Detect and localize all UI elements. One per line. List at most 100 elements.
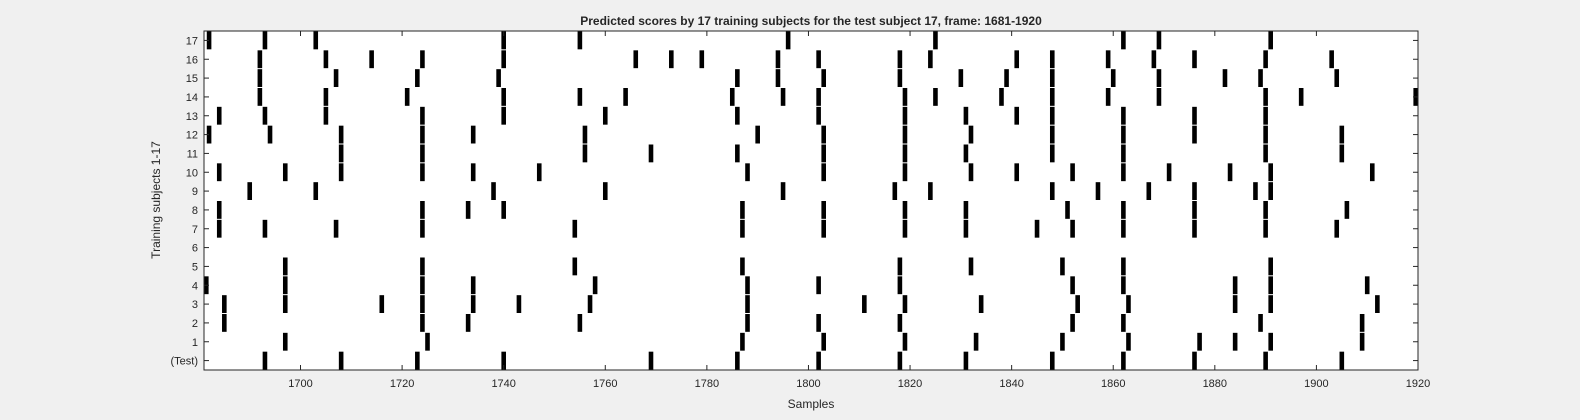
- raster-mark: [1049, 50, 1055, 69]
- y-tick-label: 2: [192, 318, 198, 330]
- raster-mark: [1192, 182, 1197, 200]
- raster-mark: [1222, 69, 1228, 87]
- raster-mark: [902, 332, 908, 351]
- raster-mark: [536, 163, 542, 182]
- raster-mark: [1258, 314, 1263, 332]
- raster-mark: [216, 106, 222, 125]
- raster-mark: [780, 88, 786, 106]
- raster-mark: [1049, 351, 1055, 370]
- raster-mark: [572, 219, 578, 238]
- raster-mark: [633, 50, 639, 69]
- raster-mark: [465, 314, 471, 332]
- raster-mark: [1227, 163, 1233, 182]
- raster-mark: [420, 201, 425, 219]
- x-tick-label: 1920: [1406, 378, 1430, 390]
- raster-mark: [333, 219, 339, 238]
- raster-mark: [582, 125, 588, 144]
- raster-mark: [313, 31, 319, 50]
- raster-mark: [1268, 295, 1273, 313]
- raster-mark: [1232, 332, 1238, 351]
- raster-mark: [257, 50, 263, 69]
- y-tick-label: 5: [192, 261, 198, 273]
- raster-mark: [902, 125, 908, 144]
- raster-mark: [1121, 106, 1126, 125]
- raster-mark: [1263, 201, 1268, 219]
- raster-mark: [1268, 332, 1273, 351]
- raster-mark: [338, 144, 344, 163]
- raster-mark: [669, 50, 674, 69]
- raster-mark: [323, 50, 329, 69]
- raster-mark: [897, 351, 903, 370]
- raster-mark: [1070, 314, 1075, 332]
- raster-mark: [902, 163, 908, 182]
- raster-mark: [1263, 144, 1268, 163]
- raster-mark: [470, 295, 476, 313]
- raster-mark: [821, 144, 826, 163]
- raster-mark: [333, 69, 339, 87]
- raster-mark: [1258, 69, 1263, 87]
- raster-mark: [572, 257, 578, 276]
- raster-mark: [262, 106, 268, 125]
- raster-mark: [1192, 351, 1197, 370]
- raster-marks: [204, 31, 1418, 370]
- raster-mark: [577, 88, 583, 106]
- y-tick-label: 4: [192, 280, 198, 292]
- raster-mark: [968, 257, 974, 276]
- raster-mark: [775, 69, 781, 87]
- raster-mark: [897, 69, 903, 87]
- y-tick-label: 1: [192, 337, 198, 349]
- raster-mark: [1359, 332, 1365, 351]
- raster-mark: [282, 276, 288, 295]
- raster-mark: [222, 295, 227, 313]
- raster-mark: [897, 314, 903, 332]
- raster-mark: [1049, 125, 1055, 144]
- raster-mark: [1121, 201, 1126, 219]
- raster-mark: [816, 88, 821, 106]
- raster-mark: [816, 314, 821, 332]
- x-tick-label: 1820: [898, 378, 922, 390]
- plot-area-background: [204, 31, 1418, 370]
- raster-mark: [1192, 50, 1197, 69]
- raster-mark: [821, 125, 826, 144]
- raster-mark: [740, 219, 745, 238]
- raster-mark: [1070, 276, 1075, 295]
- raster-mark: [1344, 201, 1350, 219]
- raster-mark: [420, 163, 425, 182]
- raster-mark: [1156, 88, 1162, 106]
- raster-mark: [1263, 351, 1268, 370]
- raster-mark: [816, 351, 821, 370]
- raster-mark: [323, 106, 329, 125]
- raster-mark: [1075, 295, 1080, 313]
- y-axis-label: Training subjects 1-17: [149, 141, 163, 259]
- x-tick-label: 1800: [796, 378, 820, 390]
- raster-mark: [1197, 332, 1202, 351]
- raster-mark: [257, 69, 263, 87]
- raster-mark: [963, 144, 969, 163]
- raster-mark: [821, 69, 826, 87]
- raster-mark: [1298, 88, 1304, 106]
- raster-mark: [216, 219, 222, 238]
- raster-mark: [516, 295, 522, 313]
- raster-mark: [257, 88, 263, 106]
- raster-mark: [1095, 182, 1101, 200]
- raster-mark: [1263, 219, 1268, 238]
- raster-mark: [902, 106, 908, 125]
- raster-mark: [1369, 163, 1375, 182]
- raster-mark: [1060, 332, 1065, 351]
- raster-mark: [1232, 276, 1238, 295]
- raster-mark: [928, 182, 933, 200]
- raster-mark: [1375, 295, 1380, 313]
- raster-mark: [1049, 69, 1055, 87]
- raster-mark: [1049, 144, 1055, 163]
- raster-mark: [1268, 31, 1273, 50]
- raster-mark: [897, 276, 903, 295]
- raster-mark: [1049, 88, 1055, 106]
- raster-mark: [892, 182, 898, 200]
- raster-mark: [1156, 69, 1162, 87]
- raster-mark: [247, 182, 253, 200]
- raster-mark: [1121, 276, 1126, 295]
- raster-mark: [470, 163, 476, 182]
- raster-mark: [501, 88, 506, 106]
- y-tick-label: (Test): [171, 356, 199, 368]
- raster-mark: [968, 125, 974, 144]
